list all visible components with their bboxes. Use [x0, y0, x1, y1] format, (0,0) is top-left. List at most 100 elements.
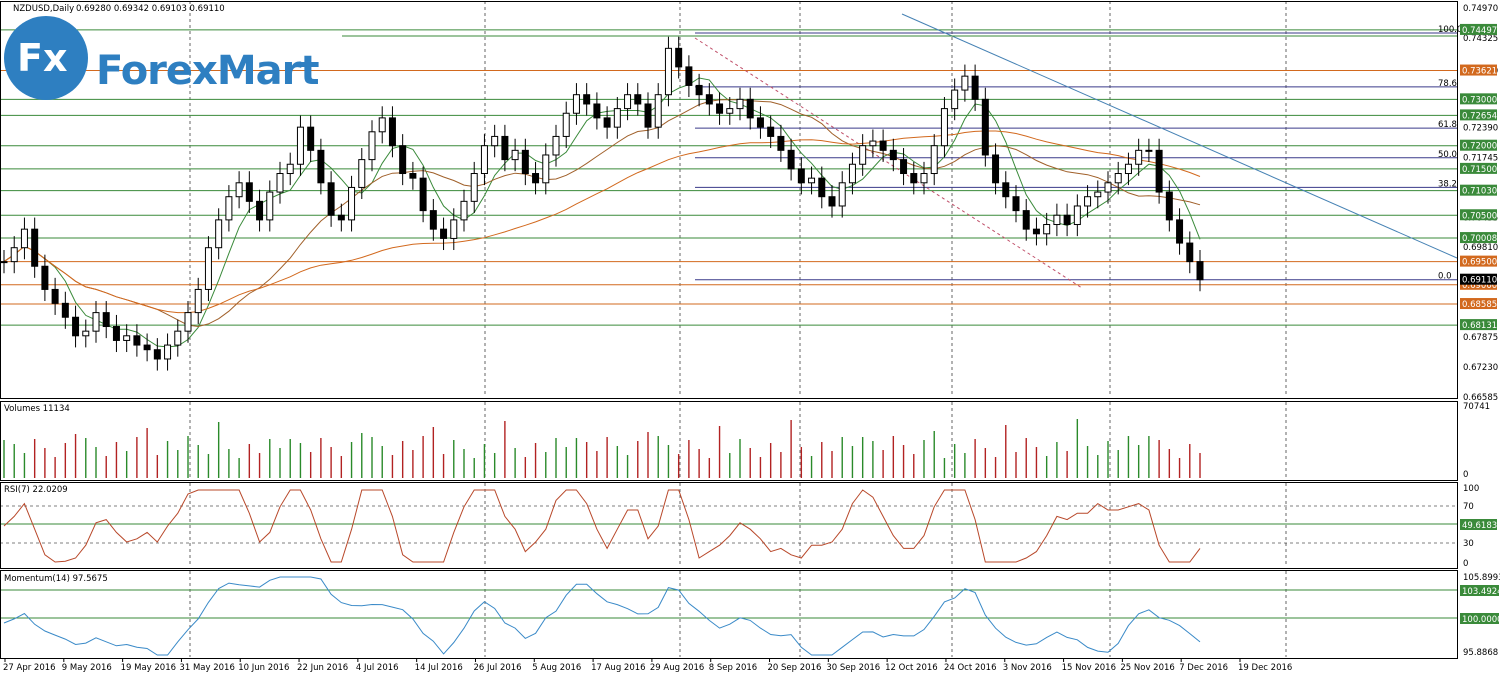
candle-body — [112, 326, 120, 341]
candle-body — [51, 288, 59, 304]
x-tick-label: 29 Aug 2016 — [650, 663, 704, 673]
price-tag-text: 0.69000 — [1462, 281, 1497, 291]
candle-body — [164, 344, 172, 360]
moving-average-5 — [3, 77, 1201, 348]
fibonacci-label: 100.0 — [1438, 25, 1462, 35]
candle-body — [1186, 242, 1194, 263]
fibonacci-label: 61.8 — [1438, 120, 1457, 130]
price-tag-text: 0.70500 — [1462, 211, 1497, 221]
candle — [634, 83, 642, 116]
moving-averages — [3, 77, 1201, 348]
candle-body — [848, 163, 856, 184]
candle-body — [981, 98, 989, 156]
candle — [1124, 152, 1132, 186]
candle-body — [450, 219, 458, 239]
candle — [777, 124, 785, 162]
candle-body — [889, 149, 897, 161]
candle — [10, 236, 18, 274]
rsi-scale-0: 0 — [1463, 559, 1468, 569]
candle — [1043, 212, 1051, 246]
candle-body — [624, 94, 632, 110]
candle-body — [133, 335, 141, 346]
candle-body — [204, 247, 212, 290]
panel-frame — [0, 482, 1458, 569]
candle-body — [818, 177, 826, 198]
price-tag: 0.70008 — [1460, 232, 1497, 244]
x-tick-label: 5 Aug 2016 — [532, 663, 581, 673]
candle-body — [1176, 219, 1184, 244]
candle — [1135, 138, 1143, 176]
candle-body — [1114, 173, 1122, 184]
candle-body — [1063, 214, 1071, 226]
candle — [726, 97, 734, 125]
price-tag-bg — [1460, 162, 1497, 174]
candle-body — [327, 182, 335, 216]
price-tag-text: 0.72000 — [1462, 142, 1497, 152]
ohlc-readout: 0.69280 0.69342 0.69103 0.69110 — [76, 4, 225, 14]
x-tick-label: 3 Nov 2016 — [1003, 663, 1052, 673]
price-tag-text: 0.74497 — [1462, 26, 1497, 36]
candle-body — [634, 94, 642, 105]
moving-average-16 — [3, 99, 1201, 328]
candle-body — [409, 173, 417, 179]
x-tick-label: 30 Sep 2016 — [826, 663, 880, 673]
price-axis-label: 0.66585 — [1463, 393, 1498, 403]
price-tag: 0.70500 — [1460, 209, 1497, 221]
candle-body — [307, 126, 315, 151]
momentum-panel-label: Momentum(14) 97.5675 — [4, 574, 108, 584]
candle-body — [797, 168, 805, 184]
candle — [828, 185, 836, 218]
price-tag-bg — [1460, 319, 1497, 331]
candle — [1145, 138, 1153, 162]
fibonacci-label: 0.0 — [1438, 272, 1452, 282]
candle — [307, 115, 315, 162]
candle-body — [235, 182, 243, 198]
forexmart-logo: Fx ForexMart — [4, 16, 344, 102]
candle-body — [552, 135, 560, 156]
candle — [511, 138, 519, 172]
candle-body — [174, 330, 182, 346]
panel-frame — [0, 570, 1458, 659]
candle-body — [1155, 149, 1163, 193]
candle-body — [378, 117, 386, 133]
candle — [930, 134, 938, 186]
candle — [388, 106, 396, 158]
candle-body — [194, 288, 202, 314]
candle-body — [143, 344, 151, 351]
candle — [164, 333, 172, 371]
candle — [1186, 231, 1194, 274]
price-tag-bg — [1460, 109, 1497, 121]
candle-body — [521, 149, 529, 175]
candle — [460, 189, 468, 232]
candle — [859, 134, 867, 176]
candle — [72, 305, 80, 348]
candle-body — [736, 98, 744, 110]
candle-body — [1094, 191, 1102, 198]
x-tick-label: 14 Jul 2016 — [415, 663, 463, 673]
candle-body — [961, 75, 969, 91]
candle — [562, 101, 570, 149]
candle-body — [777, 135, 785, 151]
candle-body — [153, 349, 161, 360]
price-tag: 0.74497 — [1460, 23, 1497, 36]
downtrend-line — [901, 13, 1458, 259]
candle-body — [695, 84, 703, 96]
candle — [102, 301, 110, 339]
candle — [797, 157, 805, 195]
candle — [889, 138, 897, 172]
price-tag-text: 0.68585 — [1462, 300, 1497, 310]
price-tag: 0.72654 — [1460, 109, 1497, 121]
candle-body — [532, 173, 540, 184]
candle — [1012, 185, 1020, 223]
momentum-tag-high: 103.4924 — [1460, 585, 1500, 597]
candle — [470, 161, 478, 213]
candle-body — [654, 94, 662, 128]
x-tick-label: 26 Jul 2016 — [473, 663, 521, 673]
volume-panel-label: Volumes 11134 — [4, 404, 70, 414]
candle-body — [10, 247, 18, 263]
candle — [112, 314, 120, 353]
candle-body — [930, 145, 938, 175]
candle-body — [900, 159, 908, 175]
candle-body — [225, 196, 233, 221]
